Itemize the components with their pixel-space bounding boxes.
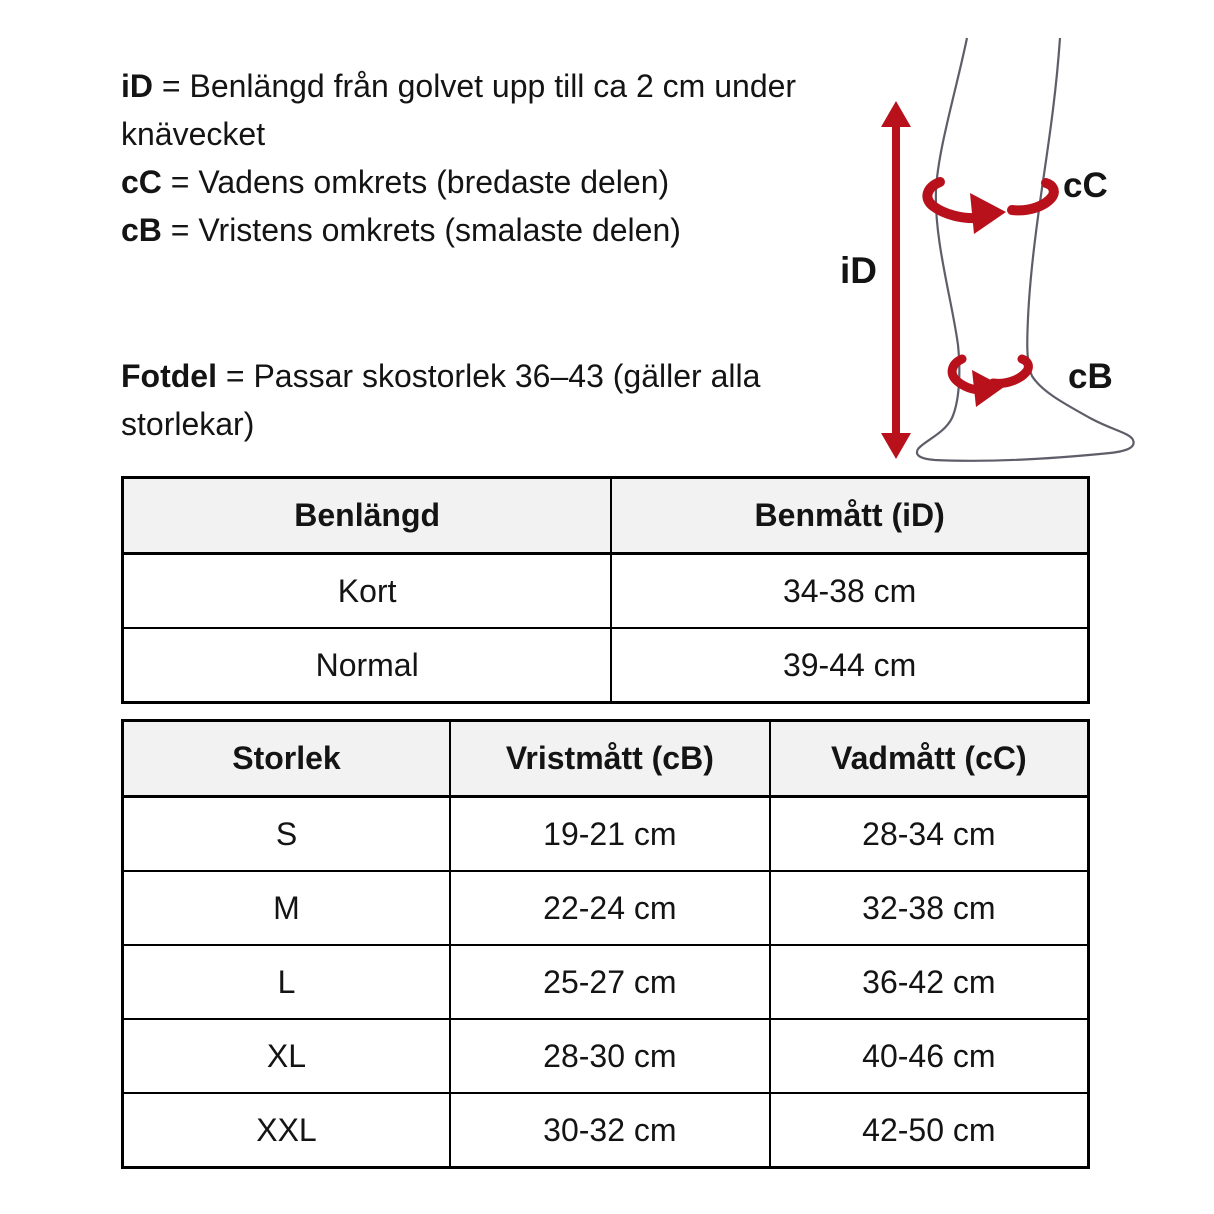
legend-item-cc: cC = Vadens omkrets (bredaste delen) [121, 158, 845, 206]
size-cell-calf: 28-34 cm [768, 795, 1090, 872]
size-table-header-vristmatt: Vristmått (cB) [448, 719, 771, 798]
length-table: Benlängd Benmått (iD) Kort 34-38 cm Norm… [121, 476, 1090, 704]
ankle-circumference-arrow-icon [947, 354, 1033, 407]
ankle-arrow-label: cB [1068, 357, 1113, 396]
legend-desc-id: = Benlängd från golvet upp till ca 2 cm … [121, 68, 797, 152]
length-cell-label: Kort [121, 552, 613, 629]
length-cell-value: 34-38 cm [610, 552, 1090, 629]
length-arrow-label: iD [840, 250, 877, 291]
size-cell-ankle: 22-24 cm [448, 870, 771, 946]
foot-note-term: Fotdel [121, 358, 217, 394]
size-cell-calf: 32-38 cm [768, 870, 1090, 946]
length-table-row-normal: Normal 39-44 cm [121, 627, 1090, 704]
size-cell-label: XXL [121, 1092, 451, 1169]
measurement-legend: iD = Benlängd från golvet upp till ca 2 … [121, 62, 845, 254]
size-cell-label: S [121, 795, 451, 872]
size-table-row-xl: XL 28-30 cm 40-46 cm [121, 1018, 1090, 1094]
size-table-row-l: L 25-27 cm 36-42 cm [121, 944, 1090, 1020]
foot-size-note: Fotdel = Passar skostorlek 36–43 (gäller… [121, 352, 845, 448]
legend-desc-cb: = Vristens omkrets (smalaste delen) [161, 212, 681, 248]
length-cell-label: Normal [121, 627, 613, 704]
legend-term-cb: cB [121, 212, 162, 248]
length-table-header-benmatt: Benmått (iD) [610, 476, 1090, 555]
size-cell-ankle: 30-32 cm [448, 1092, 771, 1169]
size-table: Storlek Vristmått (cB) Vadmått (cC) S 19… [121, 719, 1090, 1169]
size-cell-ankle: 19-21 cm [448, 795, 771, 872]
calf-circumference-arrow-icon [922, 177, 1059, 234]
size-table-row-m: M 22-24 cm 32-38 cm [121, 870, 1090, 946]
size-table-header-row: Storlek Vristmått (cB) Vadmått (cC) [121, 719, 1090, 798]
size-cell-calf: 42-50 cm [768, 1092, 1090, 1169]
size-cell-calf: 40-46 cm [768, 1018, 1090, 1094]
size-cell-calf: 36-42 cm [768, 944, 1090, 1020]
calf-arrow-label: cC [1063, 166, 1108, 205]
length-table-row-kort: Kort 34-38 cm [121, 552, 1090, 629]
size-cell-ankle: 25-27 cm [448, 944, 771, 1020]
length-table-header-row: Benlängd Benmått (iD) [121, 476, 1090, 555]
legend-term-cc: cC [121, 164, 162, 200]
size-table-row-xxl: XXL 30-32 cm 42-50 cm [121, 1092, 1090, 1169]
leg-measurement-diagram: iD cC cB [840, 37, 1135, 462]
size-table-header-storlek: Storlek [121, 719, 451, 798]
length-arrow-icon [881, 101, 911, 459]
legend-item-id: iD = Benlängd från golvet upp till ca 2 … [121, 62, 845, 158]
length-table-header-benlangd: Benlängd [121, 476, 613, 555]
legend-desc-cc: = Vadens omkrets (bredaste delen) [161, 164, 670, 200]
leg-outline-icon [915, 37, 1135, 462]
foot-note-desc: = Passar skostorlek 36–43 (gäller alla s… [121, 358, 761, 442]
size-cell-ankle: 28-30 cm [448, 1018, 771, 1094]
legend-term-id: iD [121, 68, 153, 104]
foot-note-line: Fotdel = Passar skostorlek 36–43 (gäller… [121, 352, 845, 448]
size-cell-label: XL [121, 1018, 451, 1094]
length-cell-value: 39-44 cm [610, 627, 1090, 704]
size-cell-label: M [121, 870, 451, 946]
legend-item-cb: cB = Vristens omkrets (smalaste delen) [121, 206, 845, 254]
size-table-header-vadmatt: Vadmått (cC) [768, 719, 1090, 798]
size-cell-label: L [121, 944, 451, 1020]
size-table-row-s: S 19-21 cm 28-34 cm [121, 795, 1090, 872]
